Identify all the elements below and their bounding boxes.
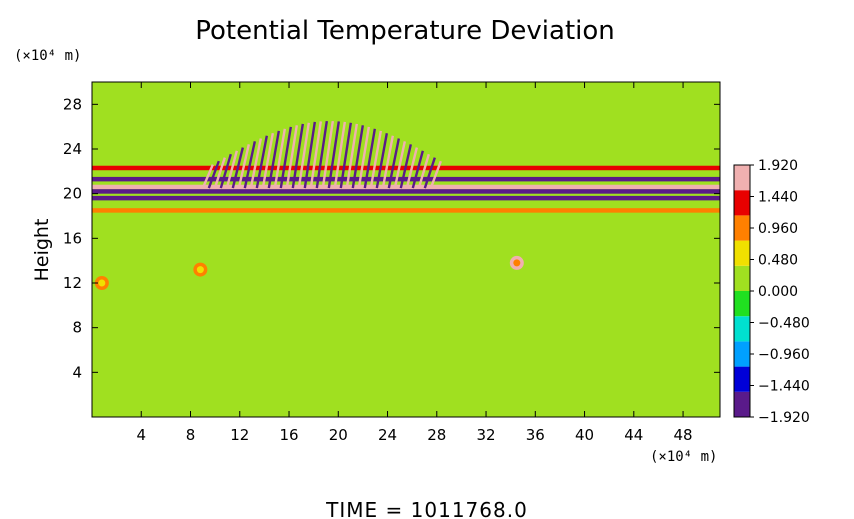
wave-stripe-2: [213, 157, 226, 189]
wave-stripe-19: [315, 120, 329, 189]
x-unit-label: (×10⁴ m): [650, 449, 717, 465]
wave-stripe-28: [369, 130, 383, 189]
colorbar-label-6: −0.960: [758, 347, 810, 363]
field-blob-core-2: [98, 279, 106, 287]
x-tick-label-4: 20: [329, 426, 348, 444]
colorbar: 1.920 1.440 0.960 0.480 0.000 −0.480 −0.960 −1.…: [733, 158, 810, 426]
field-band-2: [92, 176, 720, 182]
wave-stripe-0: [201, 164, 214, 189]
wave-stripe-24: [345, 123, 359, 189]
field-layer: [92, 120, 720, 290]
colorbar-label-4: 0.000: [758, 284, 798, 300]
wave-stripe-18: [309, 121, 323, 189]
colorbar-label-2: 0.960: [758, 221, 798, 237]
y-tick-label-1: 8: [72, 319, 82, 337]
wave-stripe-15: [291, 123, 305, 189]
x-tick-label-1: 8: [186, 426, 196, 444]
wave-stripe-31: [387, 138, 400, 189]
y-tick-label-4: 20: [63, 185, 82, 203]
wave-stripe-7: [243, 141, 256, 189]
x-tick-label-5: 24: [378, 426, 397, 444]
colorbar-segment-3: [734, 316, 750, 342]
x-tick-label-8: 36: [526, 426, 545, 444]
plot-background: [92, 82, 720, 417]
colorbar-label-7: −1.440: [758, 379, 810, 395]
colorbar-segment-2: [734, 341, 750, 367]
wave-stripe-33: [399, 144, 412, 189]
wave-stripe-10: [261, 133, 275, 189]
wave-stripe-23: [339, 122, 353, 189]
y-tick-label-3: 16: [63, 229, 82, 247]
wave-stripe-38: [429, 160, 442, 189]
wave-region: [201, 120, 442, 189]
colorbar-label-5: −0.480: [758, 316, 810, 332]
colorbar-segment-9: [734, 165, 750, 191]
wave-stripe-22: [333, 121, 347, 189]
colorbar-segment-7: [734, 215, 750, 241]
colorbar-segment-5: [734, 265, 750, 291]
y-axis-label: Height: [31, 219, 53, 282]
colorbar-label-8: −1.920: [758, 410, 810, 426]
heatmap-plot: [91, 81, 721, 418]
y-tick-label-5: 24: [63, 140, 82, 158]
wave-stripe-21: [327, 121, 341, 189]
wave-stripe-30: [381, 135, 395, 189]
field-band-3: [92, 195, 720, 201]
wave-stripe-36: [417, 153, 430, 189]
colorbar-segment-6: [734, 240, 750, 266]
plot-frame: [91, 81, 721, 418]
x-tick-label-10: 44: [624, 426, 643, 444]
wave-stripe-35: [411, 150, 424, 189]
time-label: TIME = 1011768.0: [325, 498, 528, 519]
y-axis: 4 8 12 16 20 24 28: [63, 95, 720, 381]
y-tick-label-0: 4: [72, 363, 82, 381]
x-tick-label-6: 28: [427, 426, 446, 444]
colorbar-segment-0: [734, 391, 750, 417]
wave-stripe-12: [273, 128, 287, 189]
wave-stripe-25: [351, 125, 365, 189]
field-band-5: [92, 208, 720, 213]
colorbar-label-1: 1.440: [758, 190, 798, 206]
x-tick-label-7: 32: [476, 426, 495, 444]
x-tick-label-3: 16: [279, 426, 298, 444]
wave-stripe-8: [249, 138, 262, 189]
colorbar-label-3: 0.480: [758, 253, 798, 269]
wave-stripe-1: [207, 160, 220, 189]
y-tick-label-6: 28: [63, 95, 82, 113]
chart-title: Potential Temperature Deviation: [195, 16, 615, 46]
wave-stripe-9: [255, 135, 269, 189]
colorbar-segment-1: [734, 366, 750, 392]
wave-stripe-32: [393, 141, 406, 189]
field-blob-core-0: [513, 259, 521, 267]
wave-stripe-14: [285, 125, 299, 189]
wave-stripe-16: [297, 122, 311, 189]
wave-stripe-5: [231, 147, 244, 189]
field-blob-core-1: [196, 266, 204, 274]
colorbar-label-0: 1.920: [758, 158, 798, 174]
y-unit-label: (×10⁴ m): [14, 48, 81, 64]
x-tick-label-11: 48: [674, 426, 693, 444]
wave-stripe-4: [225, 150, 238, 189]
wave-stripe-29: [375, 133, 389, 189]
y-tick-label-2: 12: [63, 274, 82, 292]
wave-stripe-27: [363, 128, 377, 189]
x-tick-label-9: 40: [575, 426, 594, 444]
field-band-1: [92, 189, 720, 194]
wave-stripe-6: [237, 144, 250, 189]
wave-stripe-11: [267, 130, 281, 189]
wave-stripe-20: [321, 120, 335, 189]
colorbar-segment-8: [734, 190, 750, 216]
wave-stripe-13: [279, 126, 293, 189]
wave-stripe-26: [357, 126, 371, 189]
wave-stripe-17: [303, 121, 317, 189]
x-tick-label-2: 12: [230, 426, 249, 444]
colorbar-segment-4: [734, 291, 750, 317]
wave-stripe-34: [405, 147, 418, 189]
x-tick-label-0: 4: [136, 426, 146, 444]
wave-stripe-37: [423, 157, 436, 189]
x-axis: 4 8 12 16 20 24 28 32 36 40 44 48: [136, 82, 693, 444]
wave-stripe-3: [219, 153, 232, 189]
